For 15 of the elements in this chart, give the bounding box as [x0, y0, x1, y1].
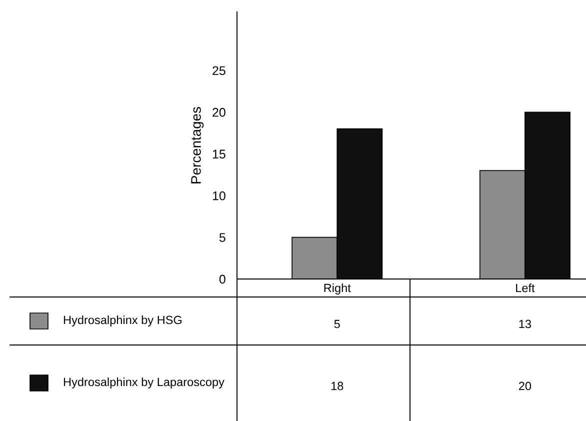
y-tick-label: 5 — [219, 233, 226, 242]
y-axis-title: Percentages — [191, 107, 204, 184]
y-tick-label: 25 — [212, 66, 226, 76]
legend-label: Hydrosalphinx by HSG — [64, 315, 182, 327]
y-tick-label: 15 — [212, 150, 226, 158]
y-tick-label: 20 — [212, 108, 226, 117]
data-label: 18 — [331, 382, 344, 390]
data-label: 13 — [519, 320, 531, 328]
x-tick-label: Left — [516, 284, 535, 292]
legend-label: Hydrosalphinx by Laparoscopy — [64, 377, 224, 389]
data-label: 5 — [334, 320, 340, 328]
y-tick-label: 0 — [219, 274, 226, 284]
data-label: 20 — [518, 382, 532, 390]
x-tick-label: Right — [324, 283, 351, 295]
y-tick-label: 10 — [212, 191, 226, 200]
